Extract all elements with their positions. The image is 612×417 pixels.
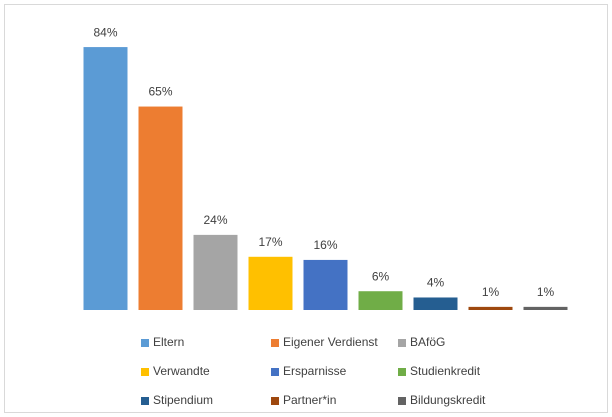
- legend-swatch: [271, 339, 279, 347]
- legend-label: Stipendium: [153, 393, 213, 407]
- legend-swatch: [141, 397, 149, 405]
- legend-label: Partner*in: [283, 393, 336, 407]
- legend-swatch: [398, 397, 406, 405]
- data-label: 4%: [427, 276, 445, 290]
- bar: [358, 291, 403, 310]
- data-label: 65%: [148, 85, 172, 99]
- data-label: 1%: [537, 285, 555, 299]
- legend-swatch: [398, 339, 406, 347]
- legend-label: Eltern: [153, 335, 184, 349]
- bar: [193, 234, 238, 310]
- legend-swatch: [271, 397, 279, 405]
- bar: [248, 256, 293, 310]
- bar: [413, 297, 458, 310]
- legend-label: Eigener Verdienst: [283, 335, 378, 349]
- bar: [303, 259, 348, 310]
- legend-swatch: [271, 368, 279, 376]
- data-label: 1%: [482, 285, 500, 299]
- legend-label: Verwandte: [153, 364, 210, 378]
- bar: [523, 306, 568, 310]
- data-label: 16%: [313, 238, 337, 252]
- legend-swatch: [398, 368, 406, 376]
- legend-label: BAföG: [410, 335, 445, 349]
- bar: [468, 306, 513, 310]
- legend-swatch: [141, 339, 149, 347]
- data-label: 24%: [203, 213, 227, 227]
- legend-swatch: [141, 368, 149, 376]
- data-label: 17%: [258, 235, 282, 249]
- legend-label: Ersparnisse: [283, 364, 347, 378]
- bar: [138, 106, 183, 310]
- bar: [83, 47, 128, 311]
- legend-label: Bildungskredit: [410, 393, 486, 407]
- legend-label: Studienkredit: [410, 364, 481, 378]
- data-label: 84%: [93, 25, 117, 39]
- data-label: 6%: [372, 269, 390, 283]
